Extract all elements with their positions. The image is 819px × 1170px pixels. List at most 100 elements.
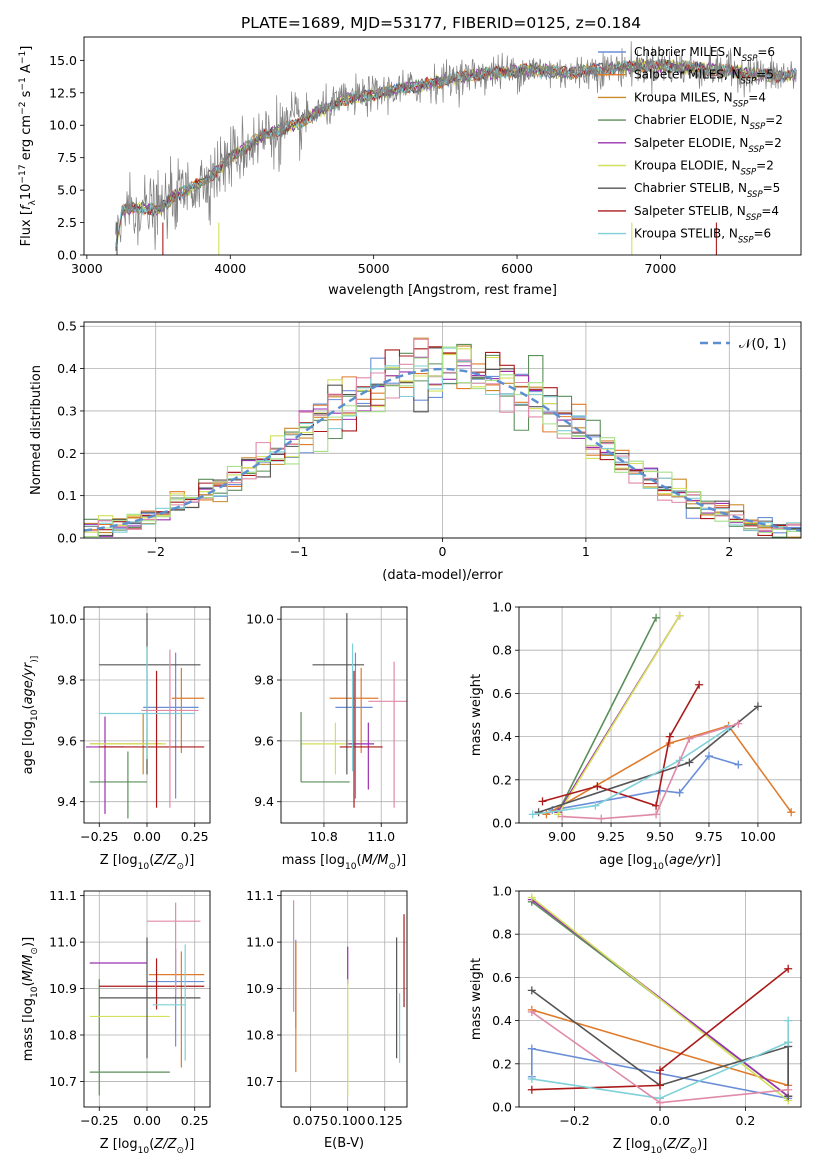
estimate-error-bars (89, 979, 170, 1096)
label-fragment: age/yr (669, 853, 712, 868)
label-fragment: 10 (652, 862, 664, 872)
estimate-error-bars (143, 652, 199, 799)
label-fragment: )] (697, 1137, 707, 1152)
series-marker (695, 680, 704, 689)
estimate-error-bars (99, 958, 205, 1010)
y-axis-label: mass weight (469, 674, 484, 756)
label-fragment: 10 (138, 862, 150, 872)
label-fragment: ⊙ (690, 1146, 698, 1156)
x-tick-label: 5000 (358, 261, 390, 276)
x-tick-label: 3000 (71, 261, 103, 276)
legend-label-sub: SSP (741, 168, 757, 178)
figure-title: PLATE=1689, MJD=53177, FIBERID=0125, z=0… (241, 14, 641, 32)
y-tick-label: 0.3 (57, 403, 77, 418)
y-tick-label: 0.0 (492, 1100, 512, 1115)
y-axis-label: age [log10(age/yr)] (21, 656, 40, 775)
legend-label-text: Kroupa STELIB, N (634, 227, 738, 241)
x-tick-label: 9.75 (695, 829, 723, 844)
legend-label: Chabrier MILES, NSSP=6 (634, 45, 775, 64)
weight-series-line (531, 896, 789, 1102)
series-marker (784, 1016, 793, 1025)
estimate-error-bars (152, 944, 186, 1061)
series-marker (652, 801, 661, 810)
x-tick-label: −0.25 (80, 829, 118, 844)
series-marker (652, 810, 661, 819)
legend-label: Kroupa ELODIE, NSSP=2 (634, 159, 774, 178)
y-tick-label: 10.8 (246, 1028, 274, 1043)
label-fragment: 10 (30, 709, 40, 721)
label-fragment: ⊙ (177, 1146, 185, 1156)
y-tick-label: 1.0 (492, 884, 512, 899)
legend-label-tail: =5 (763, 181, 781, 195)
weight-series-line (531, 968, 789, 1091)
label-fragment: ⊙ (177, 862, 185, 872)
x-tick-label: 10.00 (740, 829, 776, 844)
axes-frame (83, 321, 802, 539)
series-marker (656, 1066, 664, 1075)
observed-spectrum-line (115, 41, 797, 251)
y-tick-label: 9.4 (254, 794, 274, 809)
y-axis-label: mass weight (469, 958, 484, 1040)
x-tick-label: 0.00 (133, 829, 161, 844)
y-tick-label: 10.9 (246, 981, 274, 996)
series-marker (591, 801, 600, 810)
series-marker (784, 1085, 793, 1094)
series-marker (734, 760, 743, 769)
x-tick-label: −0.2 (559, 1113, 589, 1128)
series-marker (558, 812, 567, 821)
label-fragment: )] (711, 853, 721, 868)
weight-series-line (532, 727, 729, 816)
weight-series-line (538, 705, 759, 813)
label-fragment: )] (396, 853, 406, 868)
label-fragment: s (19, 90, 34, 101)
label-fragment: Z/Z (153, 1137, 177, 1152)
series-marker (527, 1007, 536, 1016)
label-fragment: erg cm (19, 115, 34, 164)
axes-frame (83, 36, 802, 256)
series-marker (787, 808, 796, 817)
y-axis-label: Flux [fλ10−17 erg cm−2 s−1 A−1] (18, 46, 38, 247)
y-tick-label: 0.4 (57, 361, 77, 376)
legend-label: Chabrier ELODIE, NSSP=2 (634, 113, 783, 132)
label-fragment: 10 (345, 862, 357, 872)
axes-frame (83, 890, 211, 1108)
estimate-error-bars (99, 937, 201, 1059)
series-marker (656, 1081, 664, 1090)
series-marker (593, 782, 602, 791)
label-fragment: 10 (19, 184, 34, 201)
y-tick-label: 2.5 (57, 215, 77, 230)
residuals-panel: −2 −1 0 1 2 0.0 0.1 0.2 0.3 0.4 0.5 (data-model)/er… (29, 319, 802, 583)
series-marker (527, 893, 536, 902)
legend-label-sub: SSP (742, 54, 758, 64)
series-marker (784, 964, 793, 973)
x-tick-label: 9.25 (597, 829, 625, 844)
x-axis-label: wavelength [Angstrom, rest frame] (328, 283, 557, 298)
label-fragment: age [log (21, 721, 36, 774)
y-tick-label: 7.5 (57, 150, 77, 165)
weight-vs-age-panel: 9.00 9.25 9.50 9.75 10.00 0.0 0.2 0.4 0.6 0.8 1.0 a… (469, 600, 802, 872)
series-marker (734, 719, 743, 728)
legend-label-sub: SSP (748, 145, 764, 155)
legend-label-text: Kroupa ELODIE, N (634, 159, 741, 173)
series-marker (685, 758, 694, 767)
plot-area (527, 893, 793, 1107)
label-fragment: )] (30, 656, 40, 663)
y-tick-label: 0.2 (57, 446, 77, 461)
legend-label-sub: SSP (746, 213, 762, 223)
label-fragment: Z [log (613, 1137, 651, 1152)
weight-series-line (546, 724, 792, 816)
x-axis-label: Z [log10(Z/Z⊙)] (100, 853, 195, 872)
x-tick-label: 0.100 (330, 1113, 366, 1128)
y-tick-label: 10.9 (49, 981, 77, 996)
x-tick-label: 0.25 (181, 1113, 209, 1128)
weight-series-line (557, 615, 681, 815)
x-tick-label: 0.125 (367, 1113, 403, 1128)
plot-area (528, 611, 796, 823)
x-tick-label: −0.25 (80, 1113, 118, 1128)
label-fragment: ( (21, 981, 36, 986)
x-tick-label: 0.0 (650, 1113, 670, 1128)
legend-label: Chabrier STELIB, NSSP=5 (634, 181, 780, 200)
x-axis-label: E(B-V) (324, 1136, 364, 1151)
y-tick-label: 0.2 (492, 1056, 512, 1071)
